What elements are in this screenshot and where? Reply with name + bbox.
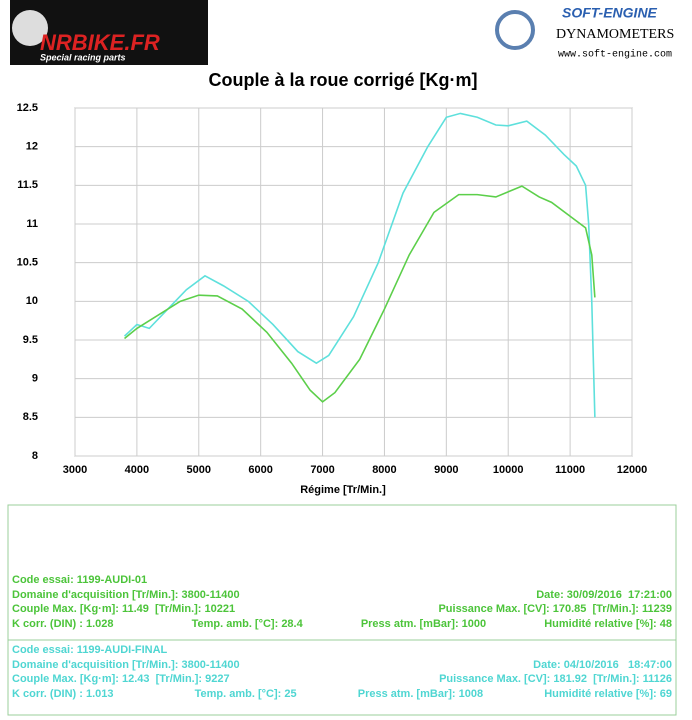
info-text: Puissance Max. [CV]: 170.85 [Tr/Min.]: 1… bbox=[438, 603, 672, 615]
info-row: Couple Max. [Kg·m]: 11.49 [Tr/Min.]: 102… bbox=[8, 602, 676, 617]
y-tick-label: 11 bbox=[26, 218, 38, 230]
y-tick-label: 11.5 bbox=[17, 179, 38, 191]
info-text: Press atm. [mBar]: 1008 bbox=[357, 687, 484, 700]
info-text: Temp. amb. [°C]: 25 bbox=[194, 687, 297, 700]
test-panel: Code essai: 1199-AUDI-01 Domaine d'acquis… bbox=[8, 573, 676, 631]
info-box bbox=[7, 504, 677, 716]
info-text: Date: 30/09/2016 17:21:00 bbox=[536, 588, 672, 601]
maker-icon bbox=[495, 10, 535, 50]
info-text: Temp. amb. [°C]: 28.4 bbox=[191, 617, 303, 630]
info-text: Humidité relative [%]: 48 bbox=[544, 617, 672, 630]
line-series bbox=[124, 185, 596, 403]
info-text: Domaine d'acquisition [Tr/Min.]: 3800-11… bbox=[12, 658, 240, 671]
info-row: Domaine d'acquisition [Tr/Min.]: 3800-11… bbox=[8, 588, 676, 603]
info-row: Couple Max. [Kg·m]: 12.43 [Tr/Min.]: 922… bbox=[8, 672, 676, 687]
info-row: Code essai: 1199-AUDI-01 bbox=[8, 573, 676, 588]
x-tick-label: 3000 bbox=[63, 464, 87, 476]
info-row: Domaine d'acquisition [Tr/Min.]: 3800-11… bbox=[8, 658, 676, 673]
y-tick-label: 9 bbox=[32, 373, 38, 385]
x-tick-label: 8000 bbox=[372, 464, 396, 476]
x-tick-label: 7000 bbox=[310, 464, 334, 476]
plot-area bbox=[74, 107, 633, 457]
info-text: Date: 04/10/2016 18:47:00 bbox=[533, 658, 672, 671]
info-row: K corr. (DIN) : 1.028 Temp. amb. [°C]: 28… bbox=[8, 617, 676, 632]
test-panel: Code essai: 1199-AUDI-FINAL Domaine d'acq… bbox=[8, 643, 676, 701]
y-tick-label: 8 bbox=[32, 450, 38, 462]
info-row: Code essai: 1199-AUDI-FINAL bbox=[8, 643, 676, 658]
x-tick-label: 5000 bbox=[187, 464, 211, 476]
maker: SOFT-ENGINE bbox=[562, 5, 658, 21]
info-text: Code essai: 1199-AUDI-01 bbox=[12, 574, 148, 586]
maker-line: DYNAMOMETERS bbox=[556, 27, 674, 42]
info-row: K corr. (DIN) : 1.013 Temp. amb. [°C]: 25… bbox=[8, 687, 676, 702]
x-tick-label: 6000 bbox=[248, 464, 272, 476]
x-axis-label: Régime [Tr/Min.] bbox=[300, 484, 386, 496]
info-text: Couple Max. [Kg·m]: 11.49 [Tr/Min.]: 102… bbox=[12, 603, 236, 615]
info-text: K corr. (DIN) : 1.028 bbox=[12, 617, 114, 630]
info-text: Code essai: 1199-AUDI-FINAL bbox=[12, 644, 168, 656]
x-tick-label: 11000 bbox=[555, 464, 585, 476]
x-tick-label: 4000 bbox=[125, 464, 149, 476]
y-tick-label: 10 bbox=[26, 295, 38, 307]
x-tick-label: 10000 bbox=[493, 464, 524, 476]
y-tick-label: 12.5 bbox=[17, 102, 38, 114]
y-tick-label: 9.5 bbox=[23, 334, 38, 346]
y-tick-label: 8.5 bbox=[23, 411, 38, 423]
info-text: K corr. (DIN) : 1.013 bbox=[12, 687, 114, 700]
brand-helmet bbox=[12, 10, 48, 46]
info-text: Humidité relative [%]: 69 bbox=[544, 687, 672, 700]
x-tick-label: 12000 bbox=[617, 464, 648, 476]
info-text: Puissance Max. [CV]: 181.92 [Tr/Min.]: 1… bbox=[439, 673, 672, 685]
brand-tagline: Special racing parts bbox=[40, 52, 126, 62]
chart-title: Couple à la roue corrigé [Kg·m] bbox=[208, 70, 477, 90]
y-tick-label: 10.5 bbox=[17, 257, 38, 269]
info-text: Couple Max. [Kg·m]: 12.43 [Tr/Min.]: 922… bbox=[12, 673, 230, 685]
y-tick-label: 12 bbox=[26, 141, 38, 153]
info-text: Press atm. [mBar]: 1000 bbox=[360, 617, 487, 630]
info-text: Domaine d'acquisition [Tr/Min.]: 3800-11… bbox=[12, 588, 240, 601]
line-series bbox=[123, 112, 596, 418]
maker-url: www.soft-engine.com bbox=[558, 49, 672, 61]
brand: NRBIKE.FR bbox=[40, 30, 160, 55]
x-tick-label: 9000 bbox=[434, 464, 458, 476]
